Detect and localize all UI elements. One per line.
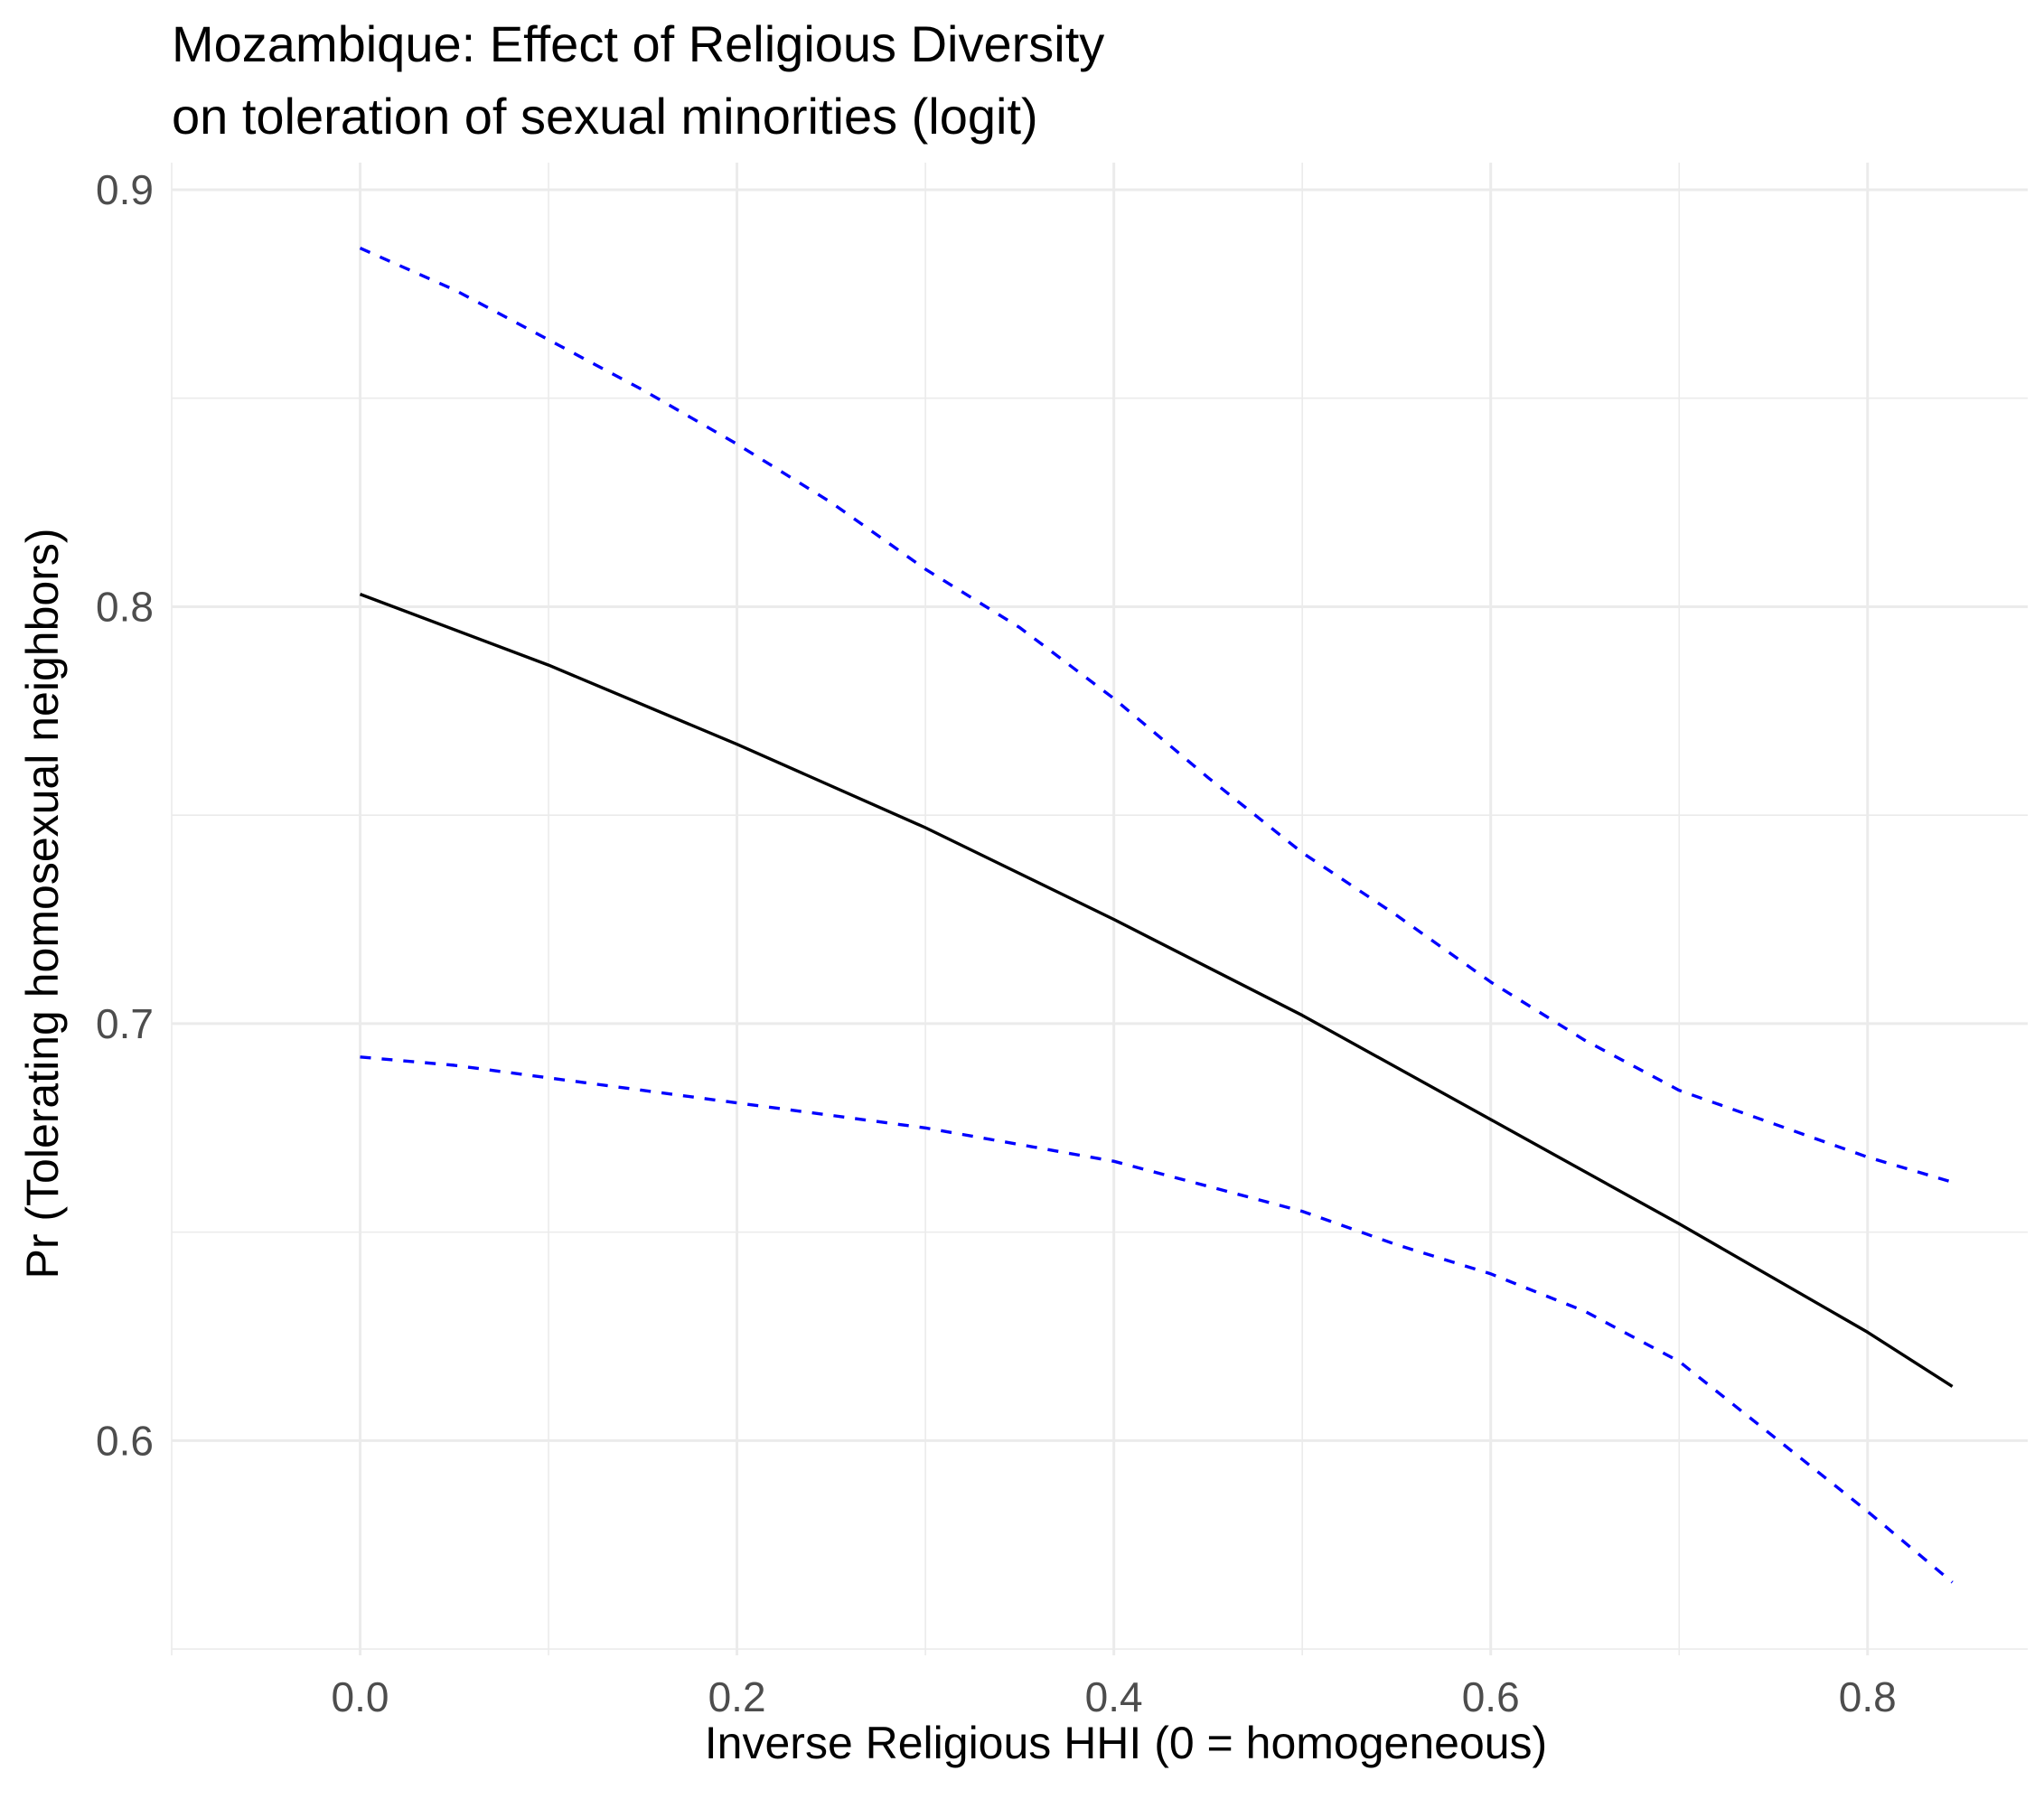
y-tick-label: 0.9 <box>96 166 154 213</box>
x-axis-title: Inverse Religious HHI (0 = homogeneous) <box>705 1718 1547 1768</box>
series-line-estimate <box>359 593 1954 1388</box>
chart-title: Mozambique: Effect of Religious Diversit… <box>172 15 1104 72</box>
series-line-lower-bound <box>360 1055 1954 1584</box>
x-tick-label: 0.2 <box>708 1673 766 1720</box>
y-tick-label: 0.8 <box>96 583 154 630</box>
x-tick-label: 0.0 <box>332 1673 389 1720</box>
x-tick-label: 0.8 <box>1839 1673 1897 1720</box>
y-tick-label: 0.6 <box>96 1417 154 1464</box>
series-group <box>359 247 1954 1584</box>
x-tick-label: 0.4 <box>1085 1673 1143 1720</box>
tick-labels: 0.0 0.2 0.4 0.6 0.8 0.6 0.7 0.8 0.9 <box>96 166 1897 1720</box>
gridlines <box>171 163 2028 1655</box>
y-axis-title: Pr (Tolerating homosexual neighbors) <box>17 529 68 1279</box>
chart-subtitle: on toleration of sexual minorities (logi… <box>172 88 1038 145</box>
x-tick-label: 0.6 <box>1462 1673 1520 1720</box>
series-line-upper-bound <box>359 247 1954 1184</box>
y-tick-label: 0.7 <box>96 1000 154 1047</box>
